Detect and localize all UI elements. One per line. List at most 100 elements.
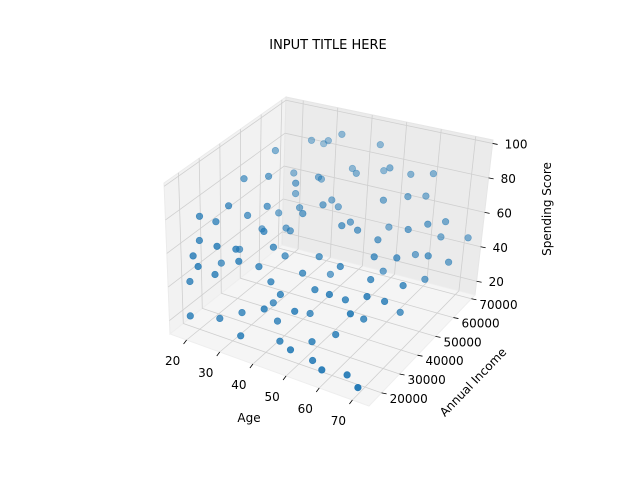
z-tick-label: 40 — [493, 241, 508, 255]
y-tick-label: 20000 — [390, 392, 428, 406]
data-point — [309, 356, 317, 365]
x-tick-mark — [349, 399, 353, 405]
data-point — [286, 227, 294, 235]
data-point — [367, 276, 375, 284]
data-point — [338, 222, 346, 230]
z-tick-label: 20 — [489, 275, 504, 289]
data-point — [296, 204, 304, 212]
tick-labels: 20 30 40 50 60 70 20000 30000 40000 50000 60000 700… — [165, 137, 528, 428]
data-point — [424, 220, 432, 228]
data-point — [255, 263, 263, 271]
y-tick-mark — [453, 317, 459, 319]
x-tick-label: 20 — [165, 354, 180, 368]
data-point — [275, 209, 283, 217]
data-point — [238, 309, 246, 317]
y-tick-label: 70000 — [479, 298, 517, 312]
data-point — [291, 307, 299, 315]
data-point — [194, 262, 202, 271]
z-tick-mark — [488, 177, 494, 180]
data-point — [437, 233, 445, 241]
data-point — [421, 275, 429, 283]
data-point — [336, 262, 344, 271]
data-point — [404, 225, 412, 234]
data-point — [315, 253, 323, 261]
y-tick-mark — [381, 392, 387, 395]
y-grid-line — [277, 99, 283, 249]
data-point — [380, 167, 388, 175]
data-point — [352, 169, 360, 177]
x-tick-label: 30 — [198, 366, 213, 380]
z-grid-line — [283, 198, 481, 248]
z-grid-line — [167, 198, 284, 288]
y-grid-line — [219, 143, 222, 294]
y-tick-label: 30000 — [408, 373, 446, 387]
data-point — [260, 227, 268, 235]
y-tick-mark — [471, 298, 477, 301]
data-point — [411, 251, 420, 259]
x-tick-label: 70 — [331, 414, 346, 428]
data-point — [314, 173, 323, 181]
data-point — [374, 236, 382, 244]
z-tick-label: 80 — [501, 172, 516, 186]
data-point — [318, 366, 326, 374]
data-point — [306, 309, 314, 318]
data-point — [346, 310, 355, 318]
x-grid-line — [318, 282, 428, 389]
data-point — [189, 252, 197, 260]
data-point — [464, 234, 472, 242]
z-grid-line — [165, 132, 286, 221]
data-point — [276, 337, 284, 345]
x-tick-label: 40 — [231, 378, 246, 392]
data-point — [381, 297, 389, 306]
grid-lines — [163, 99, 493, 401]
data-point — [325, 290, 334, 299]
x-grid-line — [458, 136, 477, 291]
data-point — [225, 202, 233, 210]
data-point — [263, 202, 271, 210]
z-tick-mark — [492, 143, 498, 145]
data-point — [217, 259, 225, 267]
x-tick-mark — [282, 375, 287, 381]
data-point — [328, 196, 336, 204]
data-point — [393, 254, 401, 262]
z-grid-line — [282, 231, 477, 282]
z-grid-line — [169, 231, 283, 321]
data-point — [265, 172, 273, 180]
data-point — [319, 201, 327, 209]
y-grid-line — [258, 114, 262, 264]
data-point — [429, 170, 438, 178]
data-point — [354, 384, 362, 392]
y-grid-line — [178, 172, 184, 324]
data-point — [348, 164, 357, 173]
data-point — [376, 141, 384, 149]
y-tick-label: 50000 — [443, 335, 481, 349]
data-point — [292, 179, 300, 187]
data-point — [269, 299, 277, 307]
data-point — [396, 308, 404, 316]
z-tick-mark — [480, 246, 486, 249]
x-tick-label: 60 — [298, 402, 313, 416]
z-grid-line — [285, 99, 493, 144]
data-point — [237, 332, 245, 340]
data-point — [195, 212, 204, 220]
z-tick-mark — [484, 211, 490, 214]
data-point — [442, 218, 450, 226]
data-point — [195, 236, 203, 245]
data-point — [385, 223, 393, 231]
data-point — [186, 312, 194, 320]
data-point — [281, 252, 289, 260]
data-point — [379, 267, 387, 275]
x-tick-label: 50 — [264, 390, 279, 404]
data-point — [324, 137, 332, 145]
data-point — [290, 169, 298, 177]
data-point — [338, 130, 346, 138]
data-point — [354, 226, 362, 234]
data-point — [216, 314, 224, 323]
data-point — [235, 257, 243, 265]
y-grid-line — [259, 262, 454, 318]
data-point — [276, 290, 285, 299]
y-grid-line — [202, 307, 400, 375]
data-point — [286, 346, 295, 354]
z-tick-label: 100 — [505, 137, 528, 151]
